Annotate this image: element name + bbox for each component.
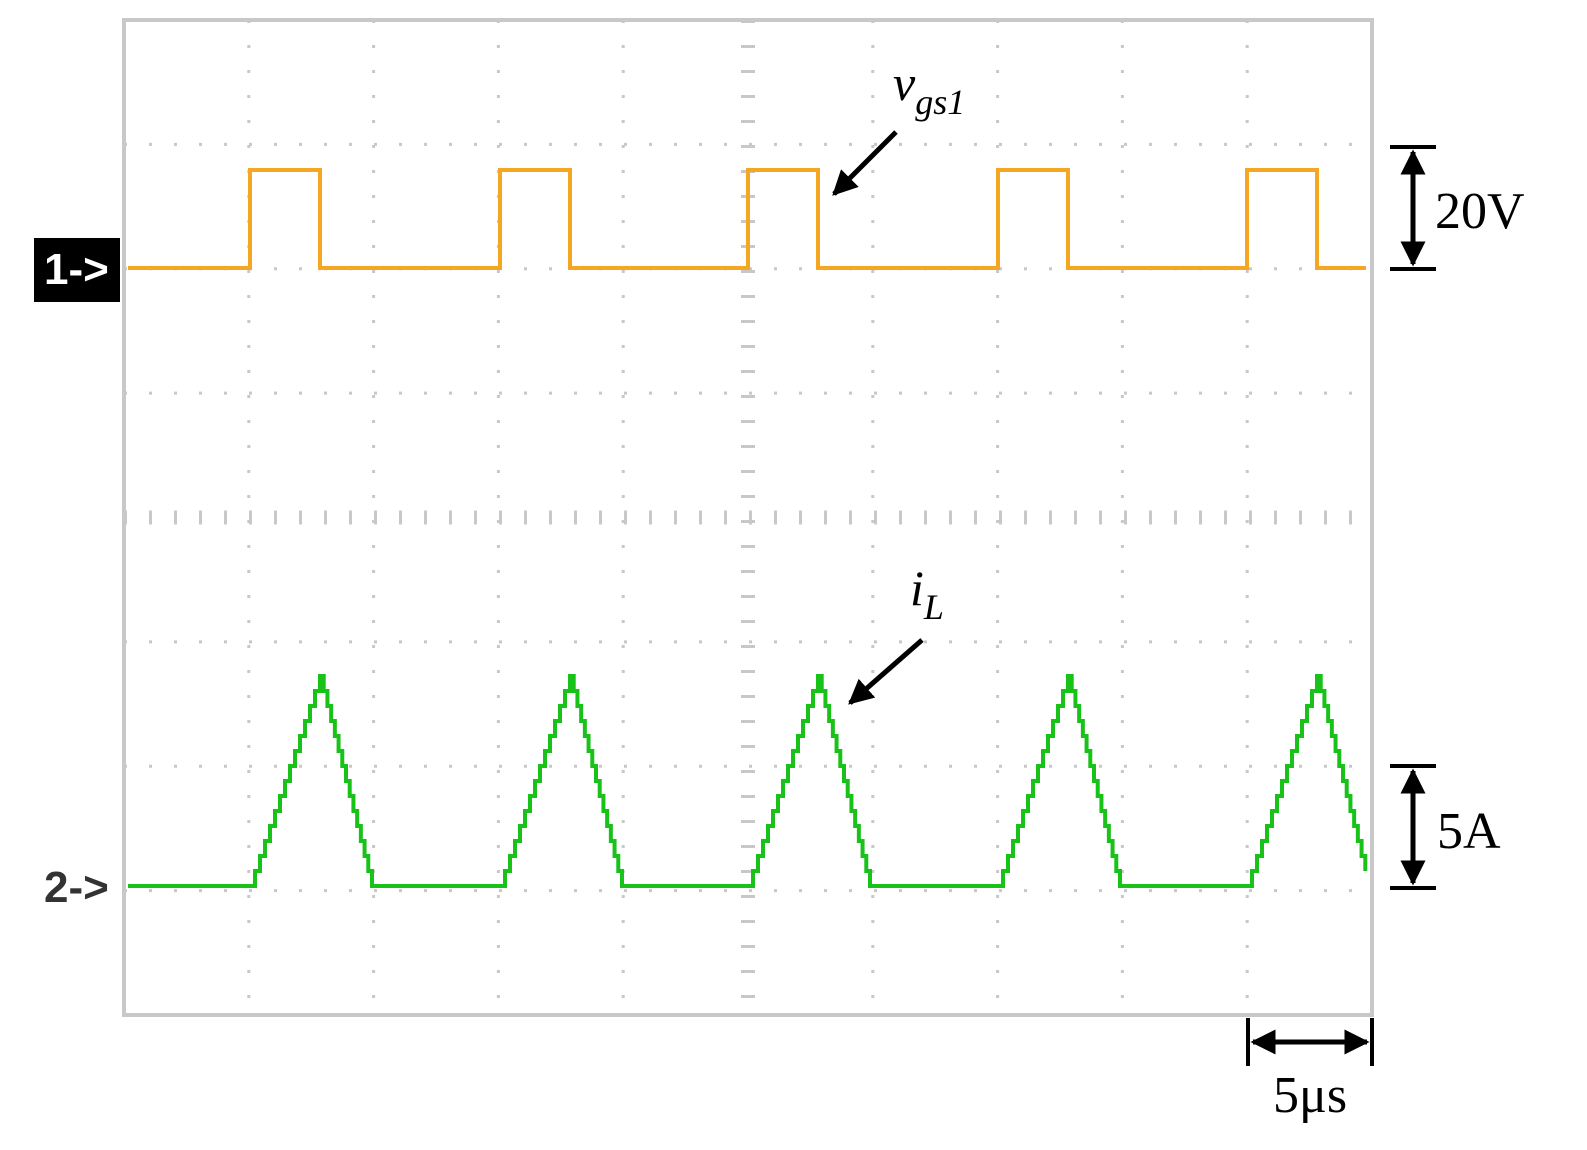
waveform-ch1 [128,168,1366,270]
ch2-scale: 5A [1390,764,1501,890]
ch1-symbol: v [893,55,916,111]
ch1-scale: 20V [1390,145,1525,271]
ch1-marker: 1-> [44,245,109,294]
ch1-scale-label: 20V [1435,183,1525,240]
ch1-label: vgs1 [893,55,965,122]
time-scale-label: 5μs [1273,1067,1347,1124]
ch2-marker: 2-> [44,863,109,912]
waveform-ch2 [128,674,1368,888]
ch2-pointer [848,638,924,705]
ch2-scale-label: 5A [1437,803,1501,860]
ch1-subscript: gs1 [915,82,965,122]
time-scale: 5μs [1246,1018,1374,1124]
screen-border [122,18,1374,1017]
ch2-symbol: i [910,560,924,616]
ch2-subscript: L [923,587,944,627]
ch2-label: iL [910,560,944,627]
ch1-marker-box [34,238,120,302]
ch1-pointer [832,130,898,196]
